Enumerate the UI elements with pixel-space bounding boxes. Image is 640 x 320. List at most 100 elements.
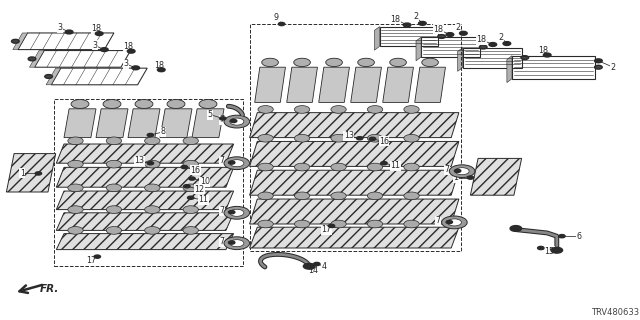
Text: 7: 7: [220, 237, 225, 246]
Circle shape: [183, 227, 198, 234]
Circle shape: [521, 56, 529, 60]
Circle shape: [331, 192, 346, 200]
Circle shape: [438, 35, 445, 38]
Text: 2: 2: [499, 33, 504, 42]
Polygon shape: [250, 113, 459, 138]
Text: 18: 18: [390, 15, 401, 24]
Circle shape: [35, 172, 42, 175]
Text: 18: 18: [123, 42, 133, 51]
Circle shape: [367, 192, 383, 200]
Text: 13: 13: [134, 156, 145, 165]
Text: 8: 8: [161, 127, 166, 136]
Polygon shape: [255, 67, 285, 102]
Circle shape: [331, 220, 346, 228]
Text: 7: 7: [220, 156, 225, 165]
Circle shape: [228, 161, 235, 164]
Text: 17: 17: [86, 256, 96, 265]
Circle shape: [145, 184, 160, 192]
Text: 18: 18: [538, 46, 548, 55]
Bar: [54, 99, 243, 266]
Circle shape: [45, 75, 52, 78]
Polygon shape: [250, 227, 459, 248]
Circle shape: [314, 262, 320, 266]
Circle shape: [294, 58, 310, 67]
Text: 2: 2: [413, 12, 419, 21]
Text: 6: 6: [577, 232, 582, 241]
Text: 7: 7: [220, 206, 225, 215]
Text: 2: 2: [611, 63, 616, 72]
Circle shape: [145, 137, 160, 145]
Polygon shape: [470, 158, 522, 195]
Polygon shape: [56, 191, 234, 210]
Circle shape: [224, 157, 250, 170]
Polygon shape: [56, 213, 234, 230]
Circle shape: [460, 31, 467, 35]
Circle shape: [132, 66, 140, 70]
Polygon shape: [64, 109, 96, 138]
Circle shape: [479, 45, 487, 49]
Circle shape: [183, 160, 198, 168]
Text: 13: 13: [344, 132, 354, 140]
Circle shape: [183, 184, 198, 192]
Polygon shape: [13, 33, 28, 50]
Circle shape: [65, 30, 73, 34]
Circle shape: [183, 137, 198, 145]
Circle shape: [381, 162, 387, 165]
Text: 7: 7: [444, 165, 449, 174]
Circle shape: [543, 53, 551, 57]
Text: 1: 1: [20, 169, 25, 178]
Text: 18: 18: [91, 24, 101, 33]
Circle shape: [71, 100, 89, 108]
Circle shape: [308, 266, 314, 269]
Circle shape: [220, 117, 226, 120]
Polygon shape: [415, 67, 445, 102]
Circle shape: [199, 100, 217, 108]
Circle shape: [447, 219, 461, 226]
Text: 5: 5: [207, 110, 212, 119]
Text: 1: 1: [453, 173, 458, 182]
Circle shape: [278, 22, 285, 26]
Circle shape: [100, 48, 108, 52]
Text: 10: 10: [200, 177, 210, 186]
Text: 12: 12: [195, 185, 205, 194]
Circle shape: [258, 220, 273, 228]
Text: 15: 15: [544, 247, 554, 256]
Circle shape: [106, 184, 122, 192]
Circle shape: [489, 43, 497, 46]
Circle shape: [145, 160, 160, 168]
Circle shape: [403, 23, 411, 27]
Circle shape: [68, 227, 83, 234]
Circle shape: [404, 192, 419, 200]
Circle shape: [228, 241, 235, 244]
Circle shape: [230, 209, 244, 216]
Circle shape: [358, 58, 374, 67]
Circle shape: [404, 163, 419, 171]
Text: FR.: FR.: [40, 284, 59, 294]
Circle shape: [181, 165, 188, 169]
Polygon shape: [383, 67, 413, 102]
Circle shape: [294, 163, 310, 171]
Circle shape: [294, 106, 310, 113]
Circle shape: [510, 226, 522, 231]
Text: 14: 14: [308, 266, 319, 275]
Polygon shape: [96, 109, 128, 138]
Circle shape: [294, 220, 310, 228]
Circle shape: [258, 134, 273, 142]
Circle shape: [230, 240, 244, 247]
Text: 18: 18: [433, 25, 444, 34]
Circle shape: [419, 21, 426, 25]
Polygon shape: [250, 199, 459, 224]
Polygon shape: [416, 37, 421, 61]
Circle shape: [294, 134, 310, 142]
Text: 7: 7: [436, 216, 441, 225]
Circle shape: [446, 220, 452, 224]
Circle shape: [157, 68, 165, 72]
Circle shape: [331, 106, 346, 113]
Polygon shape: [319, 67, 349, 102]
Circle shape: [224, 206, 250, 219]
Polygon shape: [250, 141, 459, 166]
Circle shape: [367, 134, 383, 142]
Polygon shape: [56, 234, 234, 250]
Polygon shape: [128, 109, 160, 138]
Circle shape: [404, 106, 419, 113]
